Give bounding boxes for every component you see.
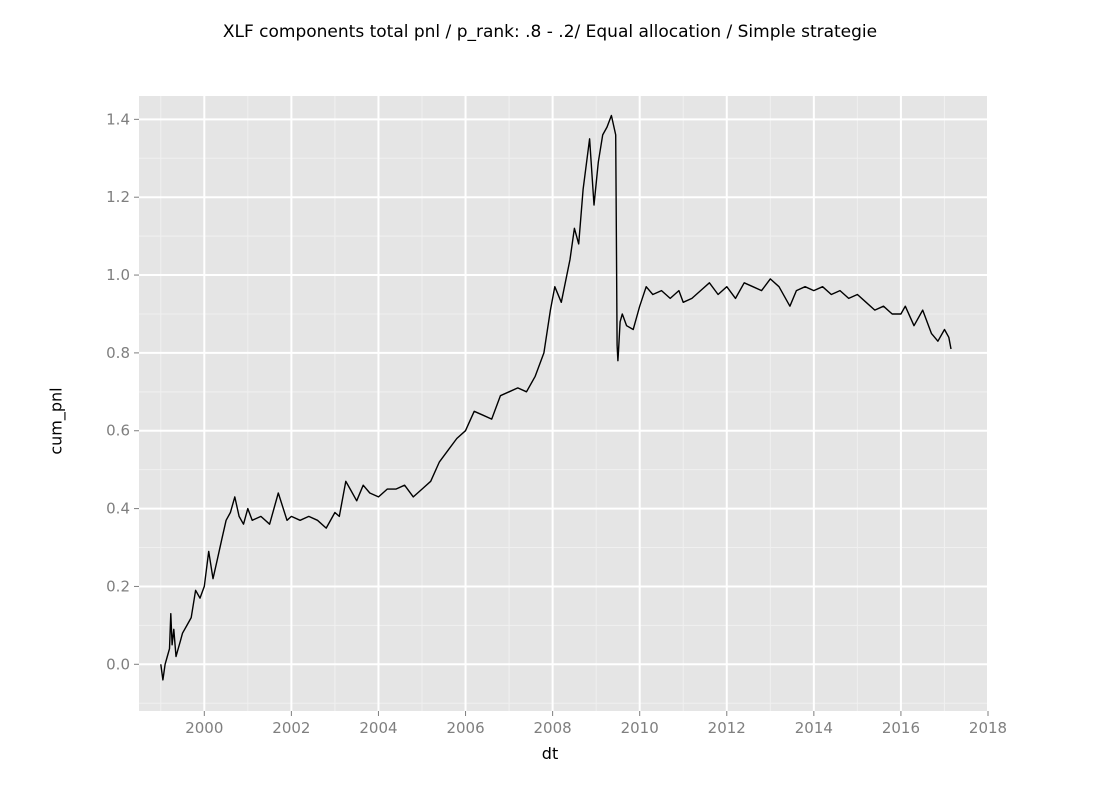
x-tick-label: 2018 (969, 719, 1007, 737)
y-tick-label: 0.4 (106, 500, 130, 518)
y-axis-ticks: 0.0 0.2 0.4 0.6 0.8 1.0 1.2 1.4 (106, 110, 139, 673)
x-axis-label: dt (541, 744, 559, 763)
x-axis-ticks: 2000 2002 2004 2006 2008 2010 2012 2014 2016 2018 (185, 711, 1007, 737)
y-tick-label: 0.6 (106, 422, 130, 440)
y-axis-label: cum_pnl (46, 387, 66, 455)
x-tick-label: 2012 (708, 719, 746, 737)
x-tick-label: 2002 (272, 719, 310, 737)
x-tick-label: 2004 (359, 719, 397, 737)
y-tick-label: 0.8 (106, 344, 130, 362)
plot-panel (139, 96, 988, 711)
x-tick-label: 2006 (446, 719, 484, 737)
x-tick-label: 2016 (882, 719, 920, 737)
cum-pnl-line (160, 114, 952, 681)
x-tick-label: 2010 (621, 719, 659, 737)
minor-gridlines (139, 96, 988, 711)
x-tick-label: 2014 (795, 719, 833, 737)
y-tick-label: 1.4 (106, 110, 130, 128)
y-tick-label: 0.2 (106, 577, 130, 595)
y-tick-label: 1.0 (106, 266, 130, 284)
x-tick-label: 2008 (534, 719, 572, 737)
y-tick-label: 0.0 (106, 655, 130, 673)
major-gridlines (139, 96, 989, 711)
y-tick-label: 1.2 (106, 188, 130, 206)
x-tick-label: 2000 (185, 719, 223, 737)
chart-title: XLF components total pnl / p_rank: .8 - … (222, 22, 878, 42)
